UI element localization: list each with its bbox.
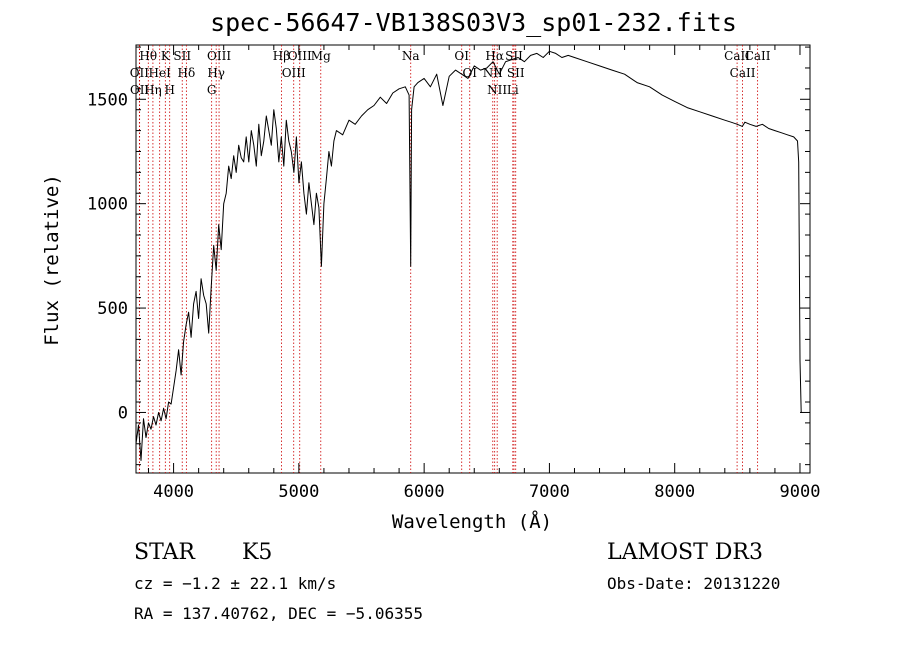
x-tick-label: 4000 xyxy=(153,482,194,502)
x-axis-label: Wavelength (Å) xyxy=(391,511,553,533)
line-label: OI xyxy=(462,66,477,80)
spectrum-line-flux xyxy=(135,50,803,461)
x-tick-label: 7000 xyxy=(529,482,570,502)
line-label: K xyxy=(161,49,171,63)
object-class: STAR xyxy=(134,540,195,565)
x-axis-ticks: 4000 5000 6000 7000 8000 9000 xyxy=(148,45,821,502)
plot-frame xyxy=(135,44,811,474)
object-subclass: K5 xyxy=(242,540,273,565)
obs-date: Obs-Date: 20131220 xyxy=(607,574,781,593)
x-tick-label: 6000 xyxy=(404,482,445,502)
redshift-velocity: cz = −1.2 ± 22.1 km/s xyxy=(134,574,337,593)
line-label: OIII xyxy=(207,49,231,63)
ra-dec: RA = 137.40762, DEC = −5.06355 xyxy=(134,604,423,623)
y-axis-label: Flux (relative) xyxy=(41,174,63,346)
line-label: OI xyxy=(454,49,469,63)
line-label: OIII xyxy=(288,49,312,63)
line-label: H xyxy=(164,83,174,97)
x-tick-label: 5000 xyxy=(278,482,319,502)
line-label: SII xyxy=(505,49,523,63)
y-tick-label: 500 xyxy=(97,299,128,319)
line-label: Li xyxy=(507,83,519,97)
line-label: NII xyxy=(483,66,503,80)
line-label: G xyxy=(207,83,217,97)
chart-title: spec-56647-VB138S03V3_sp01-232.fits xyxy=(210,8,737,37)
line-label: CaII xyxy=(724,49,750,63)
line-label: OII xyxy=(130,83,150,97)
y-axis-ticks: 0 500 1000 1500 xyxy=(87,46,810,466)
series-group xyxy=(135,50,803,461)
line-label: SII xyxy=(173,49,191,63)
line-label: Mg xyxy=(311,49,331,63)
y-tick-label: 1000 xyxy=(87,195,128,215)
survey-name: LAMOST DR3 xyxy=(607,540,763,565)
line-label: Hα xyxy=(485,49,504,63)
line-label: Hβ xyxy=(273,49,290,63)
line-label: Hδ xyxy=(178,66,196,80)
line-label: Na xyxy=(402,49,420,63)
reference-lines xyxy=(138,45,759,473)
line-label: CaII xyxy=(730,66,756,80)
y-tick-label: 0 xyxy=(118,403,128,423)
line-label: Hθ xyxy=(139,49,157,63)
line-label: HeI xyxy=(149,66,172,80)
line-label: CaII xyxy=(745,49,771,63)
line-label: OII xyxy=(130,66,150,80)
x-tick-label: 9000 xyxy=(780,482,821,502)
x-tick-label: 8000 xyxy=(654,482,695,502)
plot-border xyxy=(135,44,811,474)
line-label: NII xyxy=(487,83,507,97)
line-label: OIII xyxy=(282,66,306,80)
line-label: SII xyxy=(507,66,525,80)
y-tick-label: 1500 xyxy=(87,90,128,110)
line-label: Hη xyxy=(144,83,162,97)
line-label: Hγ xyxy=(207,66,225,80)
